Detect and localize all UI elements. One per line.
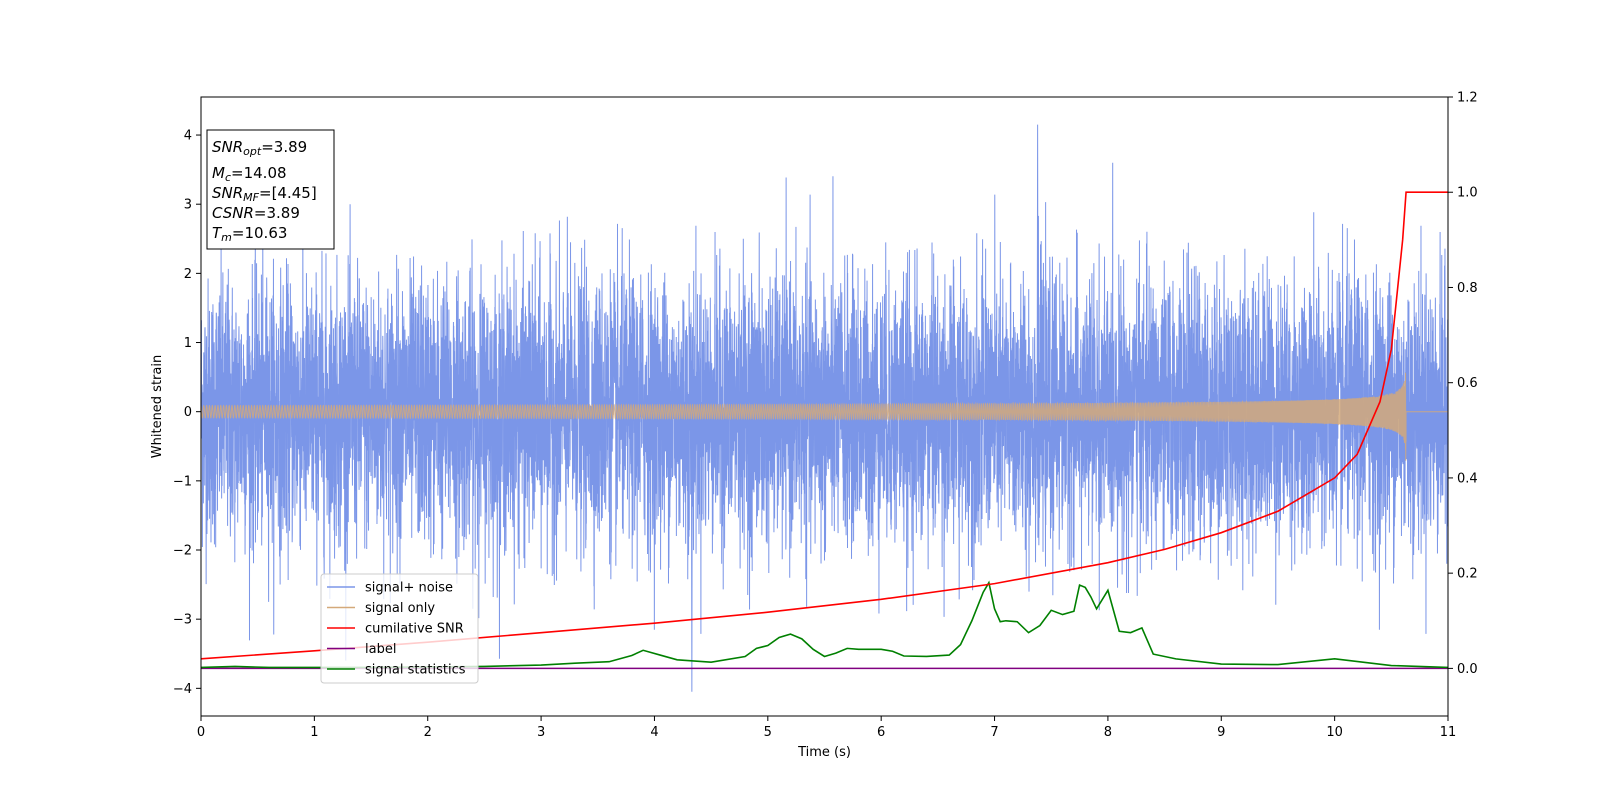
x-tick-label: 7 <box>990 725 998 740</box>
x-tick-label: 1 <box>310 725 318 740</box>
annotation-box: SNRopt=3.89 Mc=14.08 SNRMF=[4.45] CSNR=3… <box>206 129 335 250</box>
y-left-tick-label: −4 <box>173 682 192 697</box>
x-tick-label: 6 <box>877 725 885 740</box>
legend-label-label: label <box>365 642 396 657</box>
y-right-tick-label: 1.0 <box>1457 186 1478 201</box>
x-tick-label: 0 <box>197 725 205 740</box>
y-left-tick-label: 3 <box>184 198 192 213</box>
legend-label-cumulative-snr: cumilative SNR <box>365 622 464 637</box>
y-right-tick-label: 1.2 <box>1457 91 1478 106</box>
y-left-tick-label: −3 <box>173 613 192 628</box>
y-left-tick-label: 1 <box>184 336 192 351</box>
y-right-tick-label: 0.6 <box>1457 376 1478 391</box>
y-right-tick-label: 0.0 <box>1457 662 1478 677</box>
legend-frame <box>320 573 479 684</box>
x-tick-label: 5 <box>764 725 772 740</box>
y-right-tick-label: 0.4 <box>1457 471 1478 486</box>
signal-statistics-line <box>201 580 1448 669</box>
y-left-tick-label: 4 <box>184 129 192 144</box>
legend-label-signal-only: signal only <box>365 601 435 616</box>
x-tick-label: 3 <box>537 725 545 740</box>
x-tick-label: 4 <box>650 725 658 740</box>
legend-label-signal-noise: signal+ noise <box>365 581 453 596</box>
annotation-csnr: CSNR=3.89 <box>212 204 300 222</box>
y-right-tick-label: 0.2 <box>1457 567 1478 582</box>
legend-label-signal-statistics: signal statistics <box>365 663 466 678</box>
annotation-tm: Tm=10.63 <box>212 224 287 244</box>
x-tick-label: 11 <box>1440 725 1457 740</box>
y-left-tick-label: 0 <box>184 405 192 420</box>
x-tick-label: 10 <box>1326 725 1343 740</box>
annotation-snr-mf: SNRMF=[4.45] <box>212 184 317 204</box>
signal-noise-line <box>201 124 1448 692</box>
y-axis-label: Whitened strain <box>150 355 165 458</box>
x-tick-label: 8 <box>1104 725 1112 740</box>
cumulative-snr-line <box>201 191 1448 660</box>
y-axis-left: −4 −3 −2 −1 0 1 2 3 4 <box>173 129 201 697</box>
y-right-tick-label: 0.8 <box>1457 281 1478 296</box>
y-left-tick-label: 2 <box>184 267 192 282</box>
y-left-tick-label: −2 <box>173 544 192 559</box>
annotation-snr-opt: SNRopt=3.89 <box>212 138 307 158</box>
annotation-box-frame <box>206 129 335 250</box>
x-tick-label: 2 <box>424 725 432 740</box>
annotation-mc: Mc=14.08 <box>212 164 287 184</box>
x-tick-label: 9 <box>1217 725 1225 740</box>
signal-only-line <box>201 372 1448 461</box>
x-axis: 0 1 2 3 4 5 6 7 8 9 10 11 <box>197 716 1456 740</box>
y-left-tick-label: −1 <box>173 474 192 489</box>
plot-frame <box>200 96 1449 717</box>
x-axis-label: Time (s) <box>797 745 851 760</box>
y-axis-right: 0.0 0.2 0.4 0.6 0.8 1.0 1.2 <box>1448 91 1478 677</box>
legend: signal+ noise signal only cumilative SNR… <box>320 573 479 684</box>
